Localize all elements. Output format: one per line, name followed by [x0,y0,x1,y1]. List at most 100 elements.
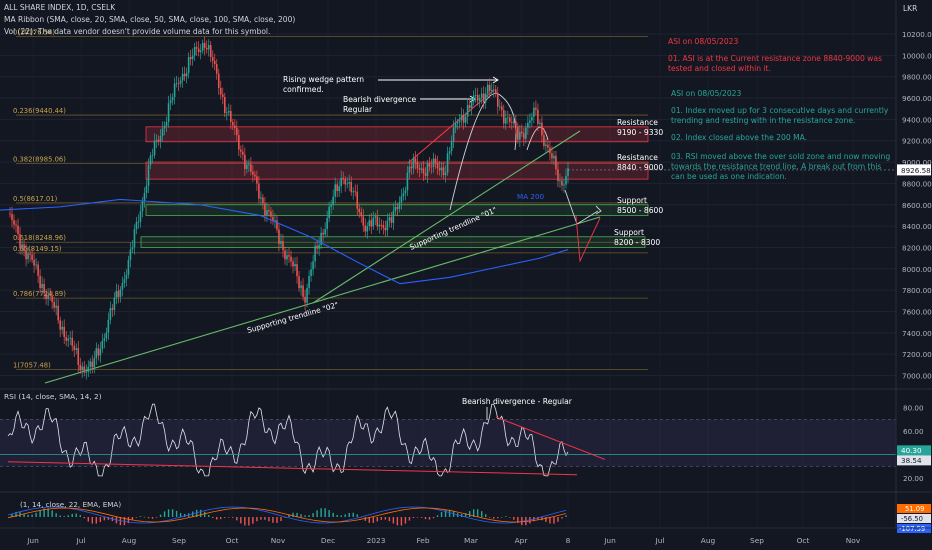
macd-bar [332,512,334,517]
candle-body [324,229,326,235]
macd-bar [91,517,94,524]
candle-body [380,224,383,226]
candle-body [456,122,459,124]
candle-body [282,241,284,251]
candle-body [129,249,132,260]
candle-body [240,149,242,152]
zone-rect [140,236,646,248]
zone-label: Resistance [617,153,658,162]
macd-bar [276,517,278,523]
candle-body [113,297,116,310]
candle-body [250,164,252,172]
candle-body [141,200,144,212]
macd-bar [27,514,29,517]
macd-bar [545,517,547,522]
candle-body [332,196,334,205]
macd-bar [416,517,419,518]
y-tick-label: 7200.00 [902,350,932,359]
candle-body [199,50,202,52]
macd-bar [505,516,507,517]
candle-body [227,111,230,113]
candle-body [193,47,196,56]
candle-body [197,48,200,52]
candle-body [492,89,495,91]
macd-bar [268,517,270,522]
candle-body [480,93,483,99]
rsi-resistance-line [495,416,606,460]
macd-line [7,506,567,524]
candle-body [87,366,90,372]
candle-body [55,305,57,308]
macd-bar [220,517,222,520]
x-tick-label: Jul [76,536,86,545]
candle-body [334,184,336,197]
candle-body [502,110,505,124]
macd-bar [392,517,395,524]
candle-body [11,214,13,221]
candle-body [551,153,553,159]
candle-body [131,247,134,250]
candle-body [187,57,190,73]
macd-bar [517,517,519,523]
candle-body [458,120,461,123]
macd-bar [404,517,407,524]
candle-body [316,245,318,249]
fib-label: 0(10176.54) [13,29,55,37]
candle-body [254,174,256,177]
candle-body [424,173,427,176]
candle-body [386,220,389,231]
candle-body [209,44,212,58]
macd-bar [264,517,266,520]
candle-body [125,274,128,280]
candle-body [436,162,439,169]
macd-bar [513,517,515,520]
macd-bar [497,517,499,519]
macd-bar [356,514,358,517]
divergence-label: Bearish divergence [343,95,417,104]
candle-body [115,291,118,298]
macd-bar [280,517,282,522]
candle-body [107,319,110,333]
candle-body [314,245,316,262]
arrow-head [492,76,499,84]
trendline-01 [312,130,581,304]
macd-bar [412,517,415,518]
candle-body [111,308,114,310]
candle-body [157,139,160,142]
macd-bar [452,511,455,517]
candle-body [153,140,156,156]
candle-body [217,73,220,89]
macd-bar [155,517,158,518]
candle-body [205,47,208,50]
macd-bar [195,509,198,517]
candle-body [185,72,188,77]
candle-body [382,225,385,228]
candle-body [452,127,455,142]
candle-body [515,121,517,127]
candle-body [45,293,47,299]
macd-value-c: -107.59 [899,525,925,533]
candle-body [504,118,507,124]
candle-body [513,121,515,123]
teal-note-3b: towards the resistance trend line. A bre… [671,162,882,171]
candle-body [490,90,493,91]
macd-bar [472,509,475,517]
down-projection [575,215,601,263]
macd-bar [436,515,439,517]
candle-body [119,289,122,297]
zone-range: 8840 - 9000 [617,163,663,172]
ma-ribbon-line: MA Ribbon (SMA, close, 20, SMA, close, 5… [4,15,296,24]
candle-body [145,185,148,194]
x-tick-label: Sep [172,536,186,545]
y-tick-label: 7800.00 [902,286,932,295]
candle-body [506,117,509,119]
candle-body [494,89,497,94]
candle-body [135,221,138,230]
candle-body [123,279,126,284]
macd-bar [191,511,194,517]
macd-bar [537,517,539,520]
macd-bar [71,513,73,517]
candle-body [143,193,146,201]
macd-bar [320,508,322,517]
